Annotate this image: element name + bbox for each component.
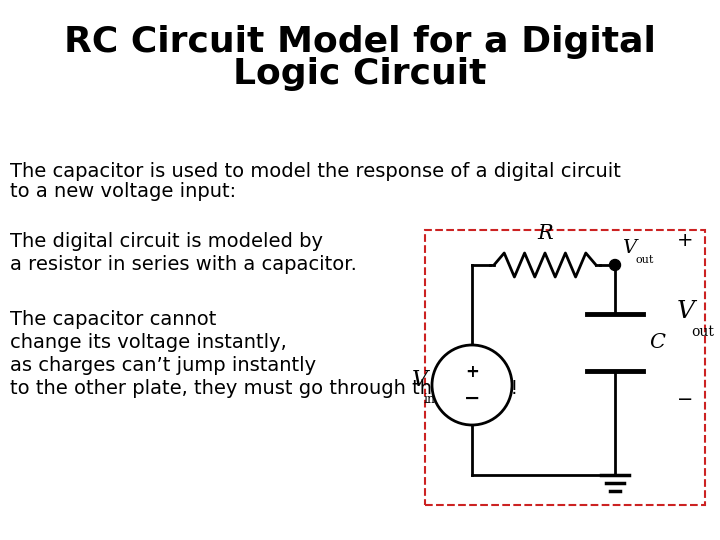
Text: in: in bbox=[424, 393, 436, 406]
Text: as charges can’t jump instantly: as charges can’t jump instantly bbox=[10, 356, 316, 375]
Circle shape bbox=[610, 260, 621, 271]
Bar bbox=[425, 230, 705, 505]
Text: The capacitor cannot: The capacitor cannot bbox=[10, 310, 217, 329]
Text: to the other plate, they must go through the circuit!: to the other plate, they must go through… bbox=[10, 379, 518, 398]
Text: V: V bbox=[412, 369, 428, 391]
Text: RC Circuit Model for a Digital: RC Circuit Model for a Digital bbox=[64, 25, 656, 59]
Text: R: R bbox=[537, 224, 553, 243]
Text: The capacitor is used to model the response of a digital circuit: The capacitor is used to model the respo… bbox=[10, 162, 621, 181]
Text: −: − bbox=[677, 390, 693, 409]
Text: Logic Circuit: Logic Circuit bbox=[233, 57, 487, 91]
Text: +: + bbox=[677, 231, 693, 249]
Text: C: C bbox=[649, 333, 665, 352]
Text: to a new voltage input:: to a new voltage input: bbox=[10, 182, 236, 201]
Text: a resistor in series with a capacitor.: a resistor in series with a capacitor. bbox=[10, 255, 357, 274]
Text: +: + bbox=[465, 363, 479, 381]
Text: −: − bbox=[464, 388, 480, 408]
Text: out: out bbox=[691, 325, 714, 339]
Text: The digital circuit is modeled by: The digital circuit is modeled by bbox=[10, 232, 323, 251]
Text: V: V bbox=[677, 300, 695, 323]
Text: change its voltage instantly,: change its voltage instantly, bbox=[10, 333, 287, 352]
Text: V: V bbox=[622, 239, 636, 257]
Text: out: out bbox=[635, 255, 653, 265]
Circle shape bbox=[432, 345, 512, 425]
